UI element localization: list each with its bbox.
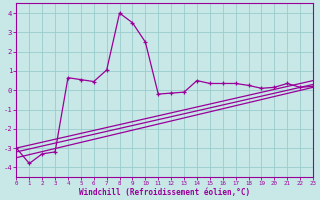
X-axis label: Windchill (Refroidissement éolien,°C): Windchill (Refroidissement éolien,°C) xyxy=(79,188,250,197)
